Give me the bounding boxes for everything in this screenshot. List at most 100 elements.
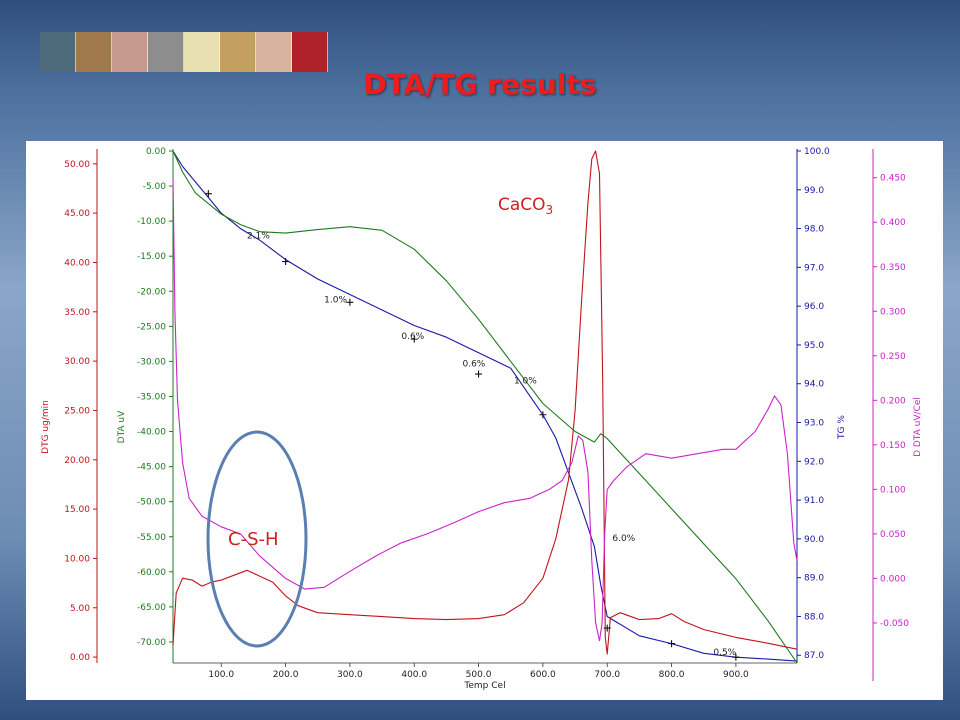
mass-loss-annotation: 0.6% [462,359,485,369]
dtg-tick-label: 0.00 [70,653,90,663]
mass-loss-annotation: 0.5% [713,648,736,658]
header-thumbnail [220,32,256,72]
ddta-series-line [172,177,798,642]
dta-tick-label: -40.00 [137,428,166,438]
tg-step-marker [668,640,676,648]
x-tick-label: 100.0 [208,670,234,680]
header-thumbnail [76,32,112,72]
x-tick-label: 300.0 [337,670,363,680]
ddta-tick-label: 0.400 [880,218,906,228]
x-tick-label: 200.0 [273,670,299,680]
header-thumbnail [40,32,76,72]
csh-label: C-S-H [228,529,279,550]
caco3-label-main: CaCO [498,195,546,215]
dta-axis-title: DTA uV [117,410,127,443]
dta-tick-label: -65.00 [137,603,166,613]
dta-tick-label: 0.00 [146,147,166,157]
dta-tick-label: -55.00 [137,533,166,543]
tg-step-marker [282,258,290,266]
mass-loss-annotation: 1.0% [514,377,537,387]
dtg-tick-label: 50.00 [64,160,90,170]
tg-tick-label: 88.0 [804,612,824,622]
dtg-tick-label: 30.00 [64,357,90,367]
tg-tick-label: 94.0 [804,380,824,390]
caco3-label: CaCO3 [498,195,553,217]
dta-tick-label: -60.00 [137,568,166,578]
csh-highlight-ellipse [206,430,308,648]
tg-axis-title: TG % [837,415,847,440]
dta-series-line [172,150,798,664]
ddta-tick-label: -0.050 [880,619,909,629]
tg-tick-label: 92.0 [804,457,824,467]
header-image-strip [40,32,328,72]
x-axis-title: Temp Cel [463,681,505,691]
dtg-tick-label: 5.00 [70,604,90,614]
tg-step-marker [539,411,547,419]
header-thumbnail [184,32,220,72]
tg-tick-label: 97.0 [804,263,824,273]
tg-tick-label: 99.0 [804,186,824,196]
dtg-series-line [172,150,798,655]
dta-tick-label: -25.00 [137,322,166,332]
x-tick-label: 900.0 [723,670,749,680]
dtg-tick-label: 35.00 [64,308,90,318]
tg-step-marker [603,624,611,632]
mass-loss-annotation: 2.1% [247,231,270,241]
header-thumbnail [292,32,328,72]
ddta-axis-title: D DTA uV/Cel [913,397,923,457]
dta-tick-label: -50.00 [137,498,166,508]
mass-loss-annotation: 1.0% [324,295,347,305]
mass-loss-annotation: 0.6% [401,332,424,342]
x-tick-label: 500.0 [466,670,492,680]
dta-tick-label: -70.00 [137,638,166,648]
caco3-label-subscript: 3 [546,203,554,217]
dtg-tick-label: 15.00 [64,505,90,515]
tg-tick-label: 98.0 [804,225,824,235]
ddta-tick-label: 0.000 [880,574,906,584]
tg-tick-label: 95.0 [804,341,824,351]
tg-tick-label: 100.0 [804,147,830,157]
dtg-tick-label: 45.00 [64,209,90,219]
tg-tick-label: 89.0 [804,574,824,584]
dta-tick-label: -5.00 [143,182,167,192]
tg-tick-label: 91.0 [804,496,824,506]
dtg-tick-label: 25.00 [64,406,90,416]
dtg-tick-label: 10.00 [64,554,90,564]
x-tick-label: 800.0 [659,670,685,680]
ddta-tick-label: 0.050 [880,530,906,540]
slide-title: DTA/TG results [363,68,597,101]
header-thumbnail [112,32,148,72]
tg-series-line [172,150,798,662]
dta-tick-label: -35.00 [137,392,166,402]
dta-tick-label: -30.00 [137,357,166,367]
tg-step-marker [475,370,483,378]
dtg-tick-label: 20.00 [64,456,90,466]
ddta-tick-label: 0.200 [880,396,906,406]
tg-tick-label: 90.0 [804,535,824,545]
dta-tick-label: -20.00 [137,287,166,297]
ddta-tick-label: 0.100 [880,485,906,495]
tg-tick-label: 93.0 [804,419,824,429]
dtg-axis-title: DTG ug/min [41,400,51,454]
tg-step-marker [732,653,740,661]
ddta-tick-label: 0.150 [880,441,906,451]
dta-tick-label: -10.00 [137,217,166,227]
header-thumbnail [148,32,184,72]
mass-loss-annotation: 6.0% [612,534,635,544]
dta-tick-label: -45.00 [137,463,166,473]
ddta-tick-label: 0.250 [880,352,906,362]
header-thumbnail [256,32,292,72]
tg-step-marker [346,298,354,306]
x-tick-label: 700.0 [594,670,620,680]
tg-tick-label: 87.0 [804,651,824,661]
dta-tg-chart: 100.0 200.0 300.0 400.0 500.0 600.0 700.0 800.0… [41,147,923,691]
ddta-tick-label: 0.350 [880,263,906,273]
x-tick-label: 400.0 [401,670,427,680]
chart-panel: 100.0 200.0 300.0 400.0 500.0 600.0 700.0 800.0… [26,141,943,700]
x-tick-label: 600.0 [530,670,556,680]
tg-tick-label: 96.0 [804,302,824,312]
dtg-tick-label: 40.00 [64,258,90,268]
dta-tick-label: -15.00 [137,252,166,262]
tg-step-marker [410,335,418,343]
tg-step-marker [204,190,212,198]
